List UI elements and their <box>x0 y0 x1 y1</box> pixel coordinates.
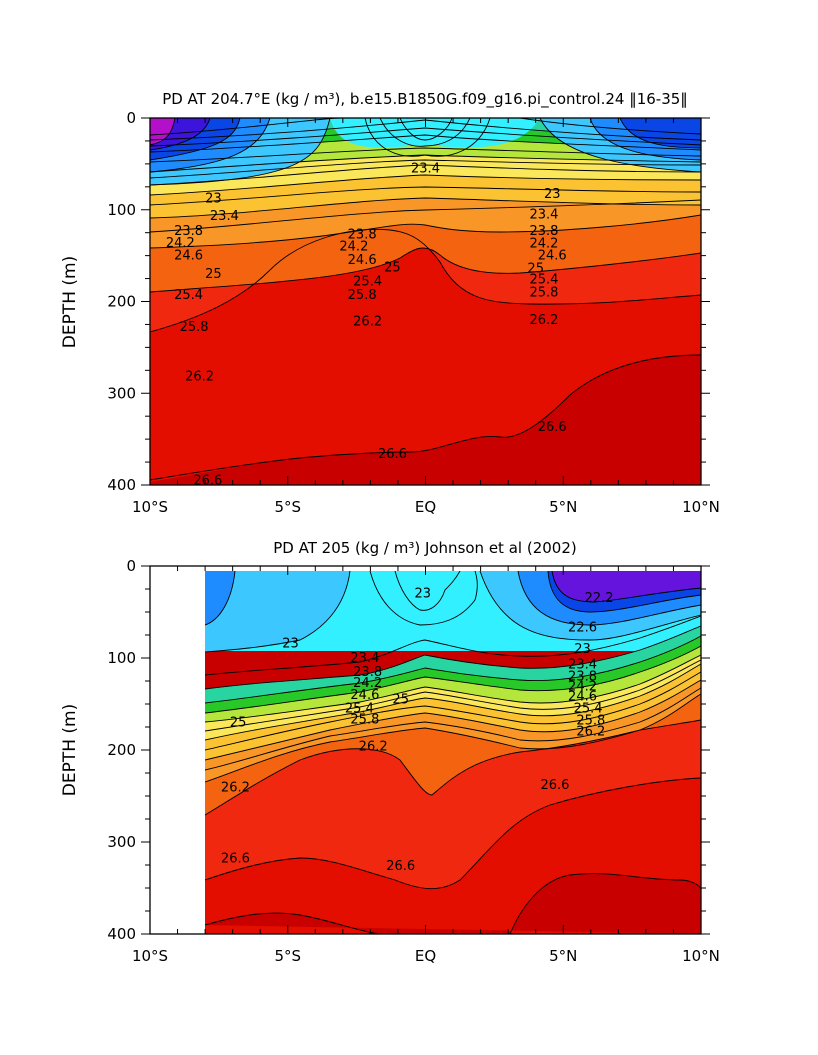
contour-label: 23.4 <box>210 209 239 224</box>
contour-label: 24.2 <box>339 239 368 254</box>
contour-label: 25.4 <box>174 288 203 303</box>
top-band-darkblue-r <box>620 118 701 148</box>
contour-label: 23.8 <box>529 224 558 239</box>
top-y-axis-label: DEPTH (m) <box>60 256 80 348</box>
contour-label: 25.8 <box>529 285 558 300</box>
y-tick-label: 300 <box>107 384 136 402</box>
y-tick-label: 300 <box>107 833 136 851</box>
contour-label: 23.4 <box>568 657 597 672</box>
contour-label: 25 <box>392 692 409 707</box>
contour-label: 23.8 <box>348 228 377 243</box>
bottom-axis-ticks <box>141 565 710 935</box>
contour-label: 23 <box>544 187 561 202</box>
y-tick-label: 0 <box>126 109 136 127</box>
x-tick-label: 5°N <box>549 947 577 965</box>
contour-label: 24.6 <box>174 249 203 264</box>
contour-label: 25.4 <box>345 702 374 717</box>
x-tick-label: 5°S <box>274 498 301 516</box>
contour-label: 25 <box>384 261 401 276</box>
top-band-cyan <box>150 110 701 118</box>
contour-label: 25.8 <box>348 288 377 303</box>
bottom-y-tick-labels: 0 100 200 300 400 <box>107 557 136 943</box>
top-panel-title: PD AT 204.7°E (kg / m³), b.e15.B1850G.f0… <box>162 90 688 109</box>
top-contour-field <box>150 110 701 485</box>
bot-thermo-deep <box>205 873 701 934</box>
contour-label: 24.6 <box>568 690 597 705</box>
contour-label: 24.6 <box>348 253 377 268</box>
contour-label: 24.2 <box>568 680 597 695</box>
contour-label: 26.6 <box>193 473 222 488</box>
y-tick-label: 0 <box>126 557 136 575</box>
contour-label: 23.4 <box>529 207 558 222</box>
contour-label: 26.2 <box>529 313 558 328</box>
contour-label: 26.2 <box>185 370 214 385</box>
contour-label: 26.2 <box>576 725 605 740</box>
contour-label: 23.4 <box>411 161 440 176</box>
contour-label: 25.4 <box>529 272 558 287</box>
contour-label: 26.6 <box>221 852 250 867</box>
contour-label: 23 <box>414 587 431 602</box>
contour-label: 23.4 <box>350 651 379 666</box>
contour-label: 23 <box>282 636 299 651</box>
bot-band-blue-l <box>205 571 235 625</box>
contour-label: 23.8 <box>568 669 597 684</box>
top-y-tick-labels: 0 100 200 300 400 <box>107 109 136 494</box>
contour-label: 24.2 <box>353 676 382 691</box>
top-contour-lines <box>150 118 701 481</box>
x-tick-label: 10°N <box>682 947 720 965</box>
contour-label: 25.8 <box>350 713 379 728</box>
contour-label: 25 <box>205 267 222 282</box>
top-panel: PD AT 204.7°E (kg / m³), b.e15.B1850G.f0… <box>60 90 720 516</box>
contour-label: 26.6 <box>386 859 415 874</box>
contour-label: 26.6 <box>541 778 570 793</box>
bottom-panel: PD AT 205 (kg / m³) Johnson et al (2002) <box>60 539 720 965</box>
contour-label: 23.8 <box>174 224 203 239</box>
bot-band-indigo <box>552 571 701 602</box>
y-tick-label: 400 <box>107 925 136 943</box>
y-tick-label: 200 <box>107 741 136 759</box>
contour-label: 25.4 <box>574 702 603 717</box>
y-tick-label: 100 <box>107 649 136 667</box>
bottom-y-axis-label: DEPTH (m) <box>60 704 80 796</box>
bottom-upper-layer <box>205 571 701 934</box>
contour-label: 25.8 <box>180 320 209 335</box>
contour-label: 23 <box>574 642 591 657</box>
top-band-magenta <box>150 118 175 145</box>
contour-label: 24.2 <box>529 237 558 252</box>
bottom-contour-lines <box>205 571 701 934</box>
x-tick-label: 10°S <box>132 947 168 965</box>
x-tick-label: 10°N <box>682 498 720 516</box>
x-tick-label: 5°N <box>549 498 577 516</box>
contour-label: 25.4 <box>353 274 382 289</box>
x-tick-label: EQ <box>415 498 436 516</box>
contour-label: 22.6 <box>568 621 597 636</box>
contour-label: 23 <box>205 192 222 207</box>
contour-label: 26.2 <box>353 315 382 330</box>
bottom-panel-title: PD AT 205 (kg / m³) Johnson et al (2002) <box>273 539 576 557</box>
y-tick-label: 200 <box>107 293 136 311</box>
contour-label: 26.6 <box>378 447 407 462</box>
contour-label: 24.6 <box>350 688 379 703</box>
bottom-x-tick-labels: 10°S 5°S EQ 5°N 10°N <box>132 947 720 965</box>
contour-label: 26.6 <box>538 420 567 435</box>
contour-label: 26.2 <box>359 739 388 754</box>
contour-label: 22.2 <box>585 591 614 606</box>
contour-label: 25 <box>527 261 544 276</box>
contour-label: 24.2 <box>166 236 195 251</box>
y-tick-label: 400 <box>107 476 136 494</box>
contour-label: 23.8 <box>353 665 382 680</box>
contour-label: 25 <box>230 715 247 730</box>
contour-label: 25.8 <box>576 714 605 729</box>
x-tick-label: EQ <box>415 947 436 965</box>
contour-label: 24.6 <box>538 249 567 264</box>
x-tick-label: 5°S <box>274 947 301 965</box>
top-x-tick-labels: 10°S 5°S EQ 5°N 10°N <box>132 498 720 516</box>
contour-label: 26.2 <box>221 781 250 796</box>
x-tick-label: 10°S <box>132 498 168 516</box>
top-axis-ticks <box>141 117 710 486</box>
y-tick-label: 100 <box>107 201 136 219</box>
